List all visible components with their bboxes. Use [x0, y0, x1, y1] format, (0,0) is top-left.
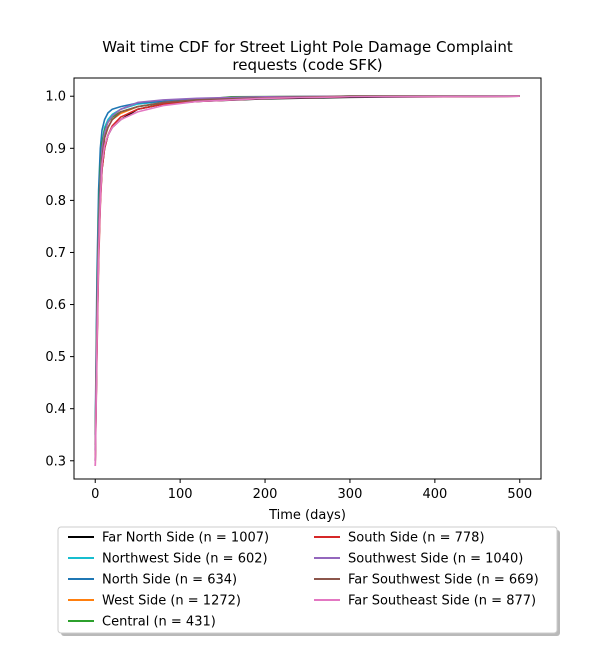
- legend-label: South Side (n = 778): [348, 531, 485, 546]
- y-tick-label: 0.7: [45, 246, 66, 261]
- series-line-2: [94, 95, 520, 435]
- y-tick-label: 0.9: [45, 142, 66, 157]
- series-line-7: [94, 95, 520, 461]
- legend-label: Far Southwest Side (n = 669): [348, 573, 539, 588]
- y-tick-label: 0.8: [45, 194, 66, 209]
- y-axis: 0.3 0.4 0.5 0.6 0.7 0.8 0.9 1.0: [45, 90, 74, 469]
- legend-label: Central (n = 431): [102, 615, 216, 630]
- series-line-1: [94, 95, 520, 451]
- series-layer: [94, 95, 520, 466]
- legend-label: Southwest Side (n = 1040): [348, 552, 523, 567]
- legend-label: Far North Side (n = 1007): [102, 531, 269, 546]
- y-tick-label: 0.4: [45, 402, 66, 417]
- plot-area: 0 100 200 300 400 500 0.3 0.4 0.5 0.6 0.7 0.8 0.9 1.…: [45, 77, 542, 502]
- axes-frame: [73, 77, 542, 480]
- legend-box: [57, 526, 558, 634]
- legend-label: Far Southeast Side (n = 877): [348, 594, 536, 609]
- x-tick-label: 100: [168, 487, 193, 502]
- series-line-6: [94, 95, 520, 451]
- chart-title-line-2: requests (code SFK): [232, 56, 382, 74]
- series-line-8: [94, 95, 520, 466]
- legend-label: North Side (n = 634): [102, 573, 237, 588]
- x-tick-label: 500: [507, 487, 532, 502]
- legend-label: Northwest Side (n = 602): [102, 552, 268, 567]
- series-line-5: [94, 95, 520, 466]
- chart-title-line-1: Wait time CDF for Street Light Pole Dama…: [102, 38, 513, 56]
- x-tick-label: 400: [422, 487, 447, 502]
- x-axis: 0 100 200 300 400 500: [91, 479, 532, 502]
- x-tick-label: 0: [91, 487, 99, 502]
- series-line-0: [94, 95, 520, 461]
- y-tick-label: 0.3: [45, 454, 66, 469]
- x-axis-label: Time (days): [268, 508, 346, 523]
- legend-label: West Side (n = 1272): [102, 594, 241, 609]
- y-tick-label: 0.6: [45, 298, 66, 313]
- y-tick-label: 0.5: [45, 350, 66, 365]
- series-line-4: [94, 95, 520, 446]
- x-tick-label: 200: [253, 487, 278, 502]
- legend-entries: Far North Side (n = 1007) Northwest Side …: [68, 531, 539, 630]
- y-tick-label: 1.0: [45, 90, 66, 105]
- x-tick-label: 300: [338, 487, 363, 502]
- legend: Far North Side (n = 1007) Northwest Side …: [57, 526, 560, 636]
- series-line-3: [94, 95, 520, 456]
